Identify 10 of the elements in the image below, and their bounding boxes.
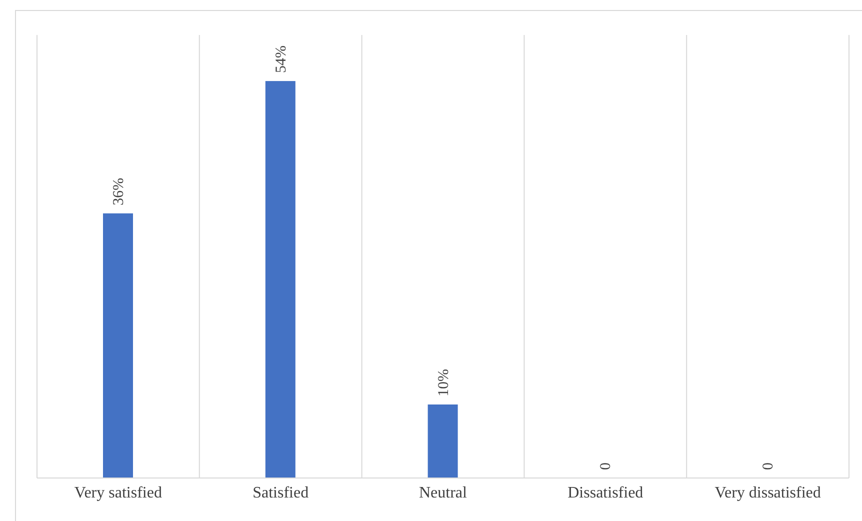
x-tick-label: Dissatisfied <box>568 484 644 502</box>
data-label: 36% <box>111 178 127 206</box>
x-tick-label: Very satisfied <box>74 484 162 502</box>
x-tick-label: Satisfied <box>252 484 309 502</box>
x-tick-label: Very dissatisfied <box>714 484 821 502</box>
data-label: 10% <box>436 368 452 396</box>
data-label: 54% <box>273 46 290 74</box>
x-tick-label: Neutral <box>419 484 468 502</box>
data-label: 0 <box>760 462 777 470</box>
data-label: 0 <box>598 462 614 470</box>
